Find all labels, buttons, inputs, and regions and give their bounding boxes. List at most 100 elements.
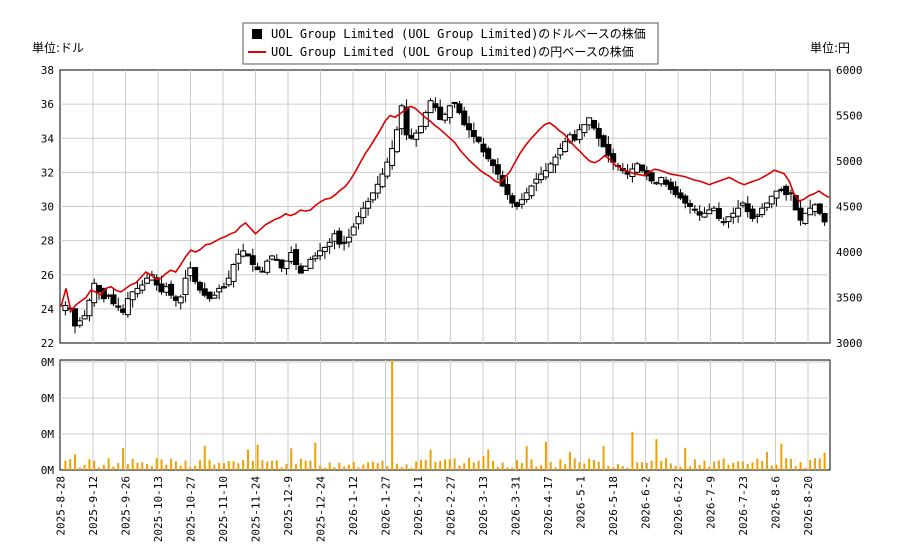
candle-body	[552, 156, 559, 166]
candle-body	[389, 147, 396, 166]
candle-body	[595, 127, 602, 139]
candle-body	[672, 186, 679, 196]
x-axis-labels: 2025-8-28 2025-9-12 2025-9-26 2025-10-13 202…	[55, 476, 816, 543]
candle-body	[437, 106, 444, 120]
candle-body	[542, 170, 549, 178]
candle-body	[811, 204, 818, 212]
volume-bar	[496, 466, 499, 470]
candle-body	[523, 192, 530, 200]
volume-tick-label: 0M	[41, 356, 55, 369]
volume-bar	[78, 467, 81, 470]
x-tick-label: 2026-7-9	[705, 476, 718, 529]
volume-bar	[170, 458, 173, 470]
candle-body	[470, 130, 477, 138]
candle-body	[571, 134, 578, 141]
candle-body	[326, 241, 333, 247]
x-tick-label: 2025-9-12	[87, 476, 100, 536]
volume-bar	[789, 458, 792, 470]
candle-body	[701, 212, 708, 218]
candle-body	[134, 287, 141, 295]
volume-bar	[107, 458, 110, 470]
volume-bar	[429, 449, 432, 470]
volume-bar	[242, 460, 245, 470]
volume-bar	[98, 467, 101, 470]
candle-body	[475, 136, 482, 143]
x-tick-label: 2026-7-23	[737, 476, 750, 536]
right-axis: 3000 3500 4000 4500 5000 5500 6000	[836, 64, 863, 350]
candle-body	[168, 283, 175, 296]
candle-body	[403, 106, 410, 136]
volume-bar	[271, 460, 274, 470]
volume-bar	[328, 462, 331, 470]
candle-body	[201, 288, 208, 296]
candle-body	[533, 178, 540, 184]
volume-bar	[626, 467, 629, 470]
volume-bar	[487, 449, 490, 470]
volume-bar	[573, 458, 576, 470]
volume-bar	[424, 459, 427, 470]
volume-bar	[83, 464, 86, 470]
legend-jpy-label: UOL Group Limited (UOL Group Limited)の円ベ…	[271, 44, 634, 59]
volume-bar	[477, 460, 480, 470]
candle-body	[590, 120, 597, 129]
candle-body	[321, 246, 328, 252]
volume-bar	[650, 460, 653, 470]
candle-body	[485, 148, 492, 160]
volume-bar	[304, 460, 307, 470]
volume-bar	[410, 467, 413, 470]
volume-bar	[126, 464, 129, 470]
candle-body	[715, 208, 722, 219]
candle-body	[528, 185, 535, 197]
volume-bar	[405, 464, 408, 470]
volume-bar	[131, 458, 134, 470]
volume-bar	[641, 462, 644, 470]
candle-body	[432, 103, 439, 109]
candle-body	[278, 259, 285, 269]
volume-bar	[775, 464, 778, 470]
right-tick-label: 5500	[836, 110, 863, 123]
candle-body	[244, 253, 251, 257]
candle-body	[369, 192, 376, 201]
candle-body	[211, 294, 218, 299]
volume-bar	[559, 459, 562, 470]
volume-bar	[583, 463, 586, 470]
volume-bar	[218, 462, 221, 470]
candle-body	[634, 163, 641, 173]
x-tick-label: 2025-10-27	[185, 476, 198, 542]
candle-body	[663, 179, 670, 185]
left-tick-label: 32	[41, 166, 54, 179]
candle-body	[451, 101, 458, 104]
candle-body	[725, 216, 732, 223]
volume-bar	[208, 459, 211, 470]
candle-body	[182, 277, 189, 295]
candle-body	[172, 296, 179, 301]
candle-body	[269, 255, 276, 260]
candle-body	[706, 209, 713, 215]
volume-grid	[60, 360, 830, 470]
candle-body	[259, 270, 266, 273]
volume-bar	[708, 466, 711, 470]
volume-bar	[184, 460, 187, 470]
volume-bar	[761, 460, 764, 470]
volume-bar	[194, 465, 197, 470]
candle-body	[600, 135, 607, 148]
volume-bar	[74, 454, 77, 470]
volume-bar	[256, 444, 259, 470]
volume-bar	[314, 442, 317, 470]
right-tick-label: 4500	[836, 201, 863, 214]
candle-body	[297, 265, 304, 274]
candle-body	[341, 241, 348, 244]
x-tick-label: 2025-8-28	[55, 476, 68, 536]
candle-body	[379, 173, 386, 188]
volume-bar	[357, 467, 360, 470]
candle-body	[754, 214, 761, 217]
jpy-price-line	[60, 105, 830, 313]
candle-body	[398, 105, 405, 130]
volume-bar	[285, 463, 288, 470]
candle-body	[317, 250, 324, 257]
candle-body	[797, 207, 804, 221]
candle-body	[677, 192, 684, 199]
x-tick-label: 2025-12-24	[315, 476, 328, 543]
candle-body	[158, 283, 165, 293]
